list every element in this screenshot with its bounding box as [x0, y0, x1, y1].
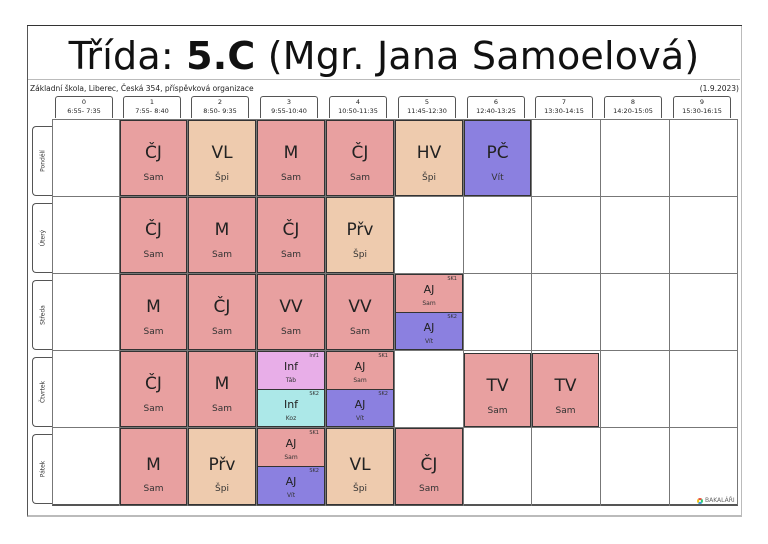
lesson-cell[interactable]: TV Sam [464, 353, 531, 427]
grid-line [52, 427, 738, 428]
period-header-0: 0 6:55- 7:35 [55, 96, 113, 118]
timetable-grid [52, 119, 738, 506]
period-header-8: 8 14:20-15:05 [604, 96, 662, 118]
lesson-group-sk1[interactable]: SK1 AJ Sam [258, 429, 324, 467]
period-header-4: 4 10:50-11:35 [329, 96, 387, 118]
grid-line [325, 119, 326, 506]
period-header-1: 1 7:55- 8:40 [123, 96, 181, 118]
split-lesson-cell[interactable]: SK1 AJ Sam SK2 AJ Vít [395, 274, 463, 350]
day-tab-thursday: Čtvrtek [32, 357, 52, 427]
lesson-cell[interactable]: ČJ Sam [120, 197, 187, 273]
lesson-group-sk1[interactable]: SK1 AJ Sam [327, 352, 393, 390]
day-tab-wednesday: Středa [32, 280, 52, 350]
lesson-cell[interactable]: ČJ Sam [395, 428, 463, 505]
period-header-9: 9 15:30-16:15 [673, 96, 731, 118]
grid-line [52, 273, 738, 274]
period-header-7: 7 13:30-14:15 [535, 96, 593, 118]
day-tab-monday: Pondělí [32, 126, 52, 196]
lesson-group-sk2[interactable]: SK2 AJ Vít [327, 390, 393, 426]
lesson-cell[interactable]: PČ Vít [464, 120, 531, 196]
lesson-cell[interactable]: VL Špi [326, 428, 394, 505]
period-header-5: 5 11:45-12:30 [398, 96, 456, 118]
day-tab-friday: Pátek [32, 434, 52, 504]
lesson-cell[interactable]: Přv Špi [188, 428, 256, 505]
split-lesson-cell[interactable]: SK1 AJ Sam SK2 AJ Vít [257, 428, 325, 505]
lesson-group-sk2[interactable]: SK2 AJ Vít [258, 467, 324, 504]
period-header-6: 6 12:40-13:25 [467, 96, 525, 118]
lesson-cell[interactable]: M Sam [257, 120, 325, 196]
grid-line [394, 119, 395, 506]
period-header-2: 2 8:50- 9:35 [191, 96, 249, 118]
period-header-3: 3 9:55-10:40 [260, 96, 318, 118]
grid-line [52, 350, 738, 351]
day-tab-tuesday: Úterý [32, 203, 52, 273]
lesson-cell[interactable]: HV Špi [395, 120, 463, 196]
lesson-cell[interactable]: ČJ Sam [326, 120, 394, 196]
lesson-cell[interactable]: ČJ Sam [257, 197, 325, 273]
lesson-cell[interactable]: VV Sam [257, 274, 325, 350]
lesson-group-sk2[interactable]: SK2 Inf Koz [258, 390, 324, 426]
lesson-cell[interactable]: M Sam [188, 351, 256, 427]
bakalari-ring-icon [697, 497, 703, 504]
lesson-cell[interactable]: M Sam [120, 274, 187, 350]
grid-line [52, 196, 738, 197]
lesson-cell[interactable]: M Sam [188, 197, 256, 273]
frame-top-border [27, 25, 742, 26]
lesson-group-sk2[interactable]: SK2 AJ Vít [396, 313, 462, 349]
lesson-group-inf1[interactable]: Inf1 Inf Táb [258, 352, 324, 390]
split-lesson-cell[interactable]: SK1 AJ Sam SK2 AJ Vít [326, 351, 394, 427]
title-divider [28, 79, 740, 80]
lesson-cell[interactable]: Přv Špi [326, 197, 394, 273]
lesson-cell[interactable]: ČJ Sam [120, 351, 187, 427]
grid-line [600, 119, 601, 506]
grid-line [187, 119, 188, 506]
lesson-cell[interactable]: TV Sam [532, 353, 599, 427]
lesson-cell[interactable]: VL Špi [188, 120, 256, 196]
timetable-date: (1.9.2023) [699, 84, 739, 93]
page-title: Třída: 5.C (Mgr. Jana Samoelová) [68, 34, 700, 78]
grid-line [463, 119, 464, 506]
bakalari-logo: BAKALÁŘI [697, 497, 735, 504]
grid-line [669, 119, 670, 506]
lesson-cell[interactable]: VV Sam [326, 274, 394, 350]
grid-line [256, 119, 257, 506]
lesson-group-sk1[interactable]: SK1 AJ Sam [396, 275, 462, 313]
school-name: Základní škola, Liberec, Česká 354, přís… [30, 84, 254, 93]
class-name: 5.C [186, 34, 256, 78]
lesson-cell[interactable]: M Sam [120, 428, 187, 505]
grid-line [531, 119, 532, 506]
split-lesson-cell[interactable]: Inf1 Inf Táb SK2 Inf Koz [257, 351, 325, 427]
grid-line [119, 119, 120, 506]
lesson-cell[interactable]: ČJ Sam [120, 120, 187, 196]
lesson-cell[interactable]: ČJ Sam [188, 274, 256, 350]
class-teacher: (Mgr. Jana Samoelová) [255, 34, 700, 78]
